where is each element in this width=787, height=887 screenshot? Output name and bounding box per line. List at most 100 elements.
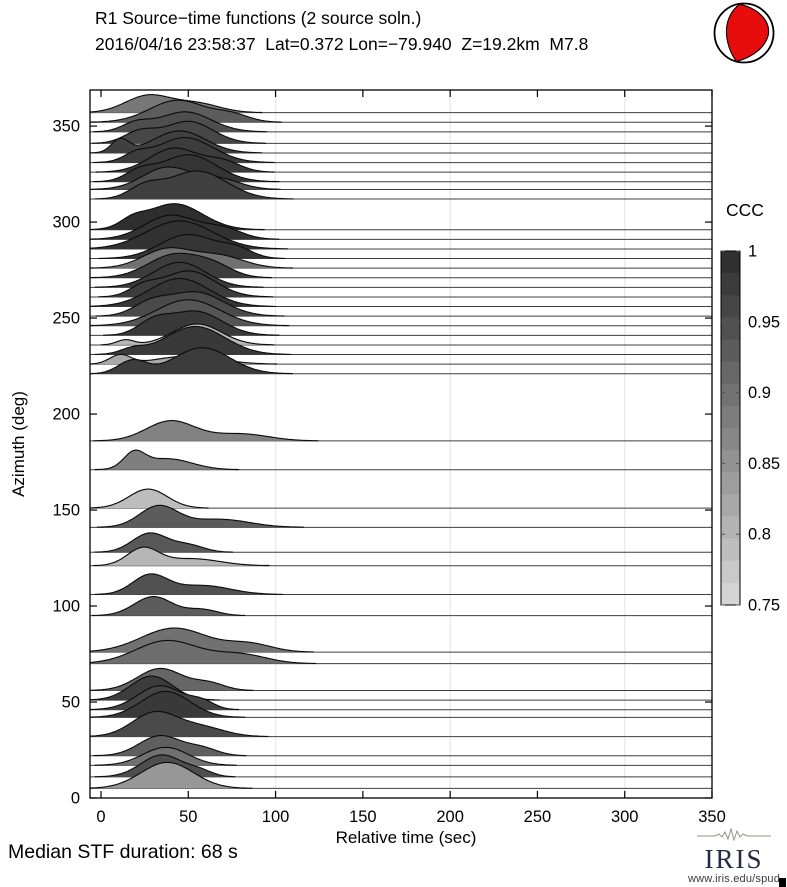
page-subtitle: 2016/04/16 23:58:37 Lat=0.372 Lon=−79.94… <box>95 34 589 54</box>
stf-trace-fill <box>94 573 284 595</box>
stf-trace-fill <box>94 532 234 553</box>
colorbar-tick-label: 0.8 <box>748 526 771 544</box>
iris-url: www.iris.edu/spud <box>688 873 781 885</box>
y-tick-label: 150 <box>52 502 80 520</box>
colorbar-segment <box>721 538 740 562</box>
stf-trace-outline <box>90 685 240 711</box>
stf-trace-fill <box>93 547 270 566</box>
stf-trace-outline <box>94 532 234 553</box>
stf-trace-outline <box>94 449 240 471</box>
y-tick-label: 250 <box>52 310 80 328</box>
stf-trace-outline <box>94 170 295 200</box>
y-tick-label: 300 <box>52 214 80 232</box>
stf-trace-outline <box>90 347 293 375</box>
stf-trace-fill <box>97 505 304 528</box>
colorbar-segment <box>721 317 740 340</box>
stf-trace-fill <box>90 640 317 664</box>
colorbar-segment <box>721 383 740 407</box>
stf-trace-outline <box>94 261 264 288</box>
stf-trace-outline <box>90 627 314 653</box>
stf-trace-outline <box>98 233 286 259</box>
stf-trace-outline <box>90 130 263 154</box>
colorbar-tick-label: 0.75 <box>748 597 780 615</box>
x-tick-label: 100 <box>262 808 290 826</box>
colorbar-segment <box>721 405 740 429</box>
colorbar-segment <box>721 516 740 540</box>
colorbar-segment <box>721 273 740 296</box>
gridlines-layer <box>274 90 626 798</box>
stf-trace-outline <box>90 710 269 737</box>
stf-trace-outline <box>93 420 319 442</box>
y-tick-label: 200 <box>52 406 80 424</box>
colorbar-segment <box>721 295 740 318</box>
y-tick-label: 100 <box>52 598 80 616</box>
x-tick-label: 50 <box>179 808 197 826</box>
colorbar-segment <box>721 251 740 274</box>
stf-trace-outline <box>90 220 288 250</box>
stf-trace-fill <box>93 735 247 756</box>
stf-trace-outline <box>90 94 263 114</box>
stf-trace-outline <box>90 203 265 231</box>
stf-trace-outline <box>90 99 282 123</box>
stf-trace-outline <box>90 252 273 279</box>
colorbar-border <box>720 250 741 606</box>
stf-trace-outline <box>95 291 285 317</box>
stf-trace-outline <box>90 488 209 509</box>
x-tick-label: 250 <box>524 808 552 826</box>
page-title: R1 Source−time functions (2 source soln.… <box>95 8 422 28</box>
x-tick-label: 0 <box>96 808 105 826</box>
stf-trace-fill <box>90 100 282 123</box>
colorbar-tick-label: 0.85 <box>748 455 780 473</box>
stf-trace-outline <box>90 247 293 269</box>
stf-trace-outline <box>95 147 275 173</box>
colorbar-segment <box>721 560 740 584</box>
stf-trace-outline <box>98 270 274 298</box>
stf-trace-outline <box>90 214 280 240</box>
colorbar-segment <box>721 472 740 495</box>
stf-trace-outline <box>96 504 304 528</box>
stf-trace-fill <box>94 450 240 470</box>
screen-corner-mark <box>779 878 786 887</box>
iris-logo: IRIS www.iris.edu/spud <box>688 827 781 885</box>
colorbar-segment <box>721 361 740 385</box>
stf-trace-outline <box>94 754 236 778</box>
x-tick-label: 300 <box>611 808 639 826</box>
y-tick-label: 50 <box>62 694 80 712</box>
stf-trace-fill <box>93 154 280 182</box>
traces-layer <box>90 94 712 789</box>
stf-trace-fill <box>94 171 295 199</box>
median-stf-text: Median STF duration: 68 s <box>8 841 238 863</box>
colorbar-segment <box>721 450 740 473</box>
stf-trace-outline <box>90 761 253 789</box>
stf-trace-fill <box>98 234 286 259</box>
stf-trace-outline <box>90 277 276 307</box>
stf-trace-fill <box>90 489 209 509</box>
stf-trace-outline <box>90 166 281 190</box>
colorbar-tick-label: 0.9 <box>748 384 771 402</box>
stf-trace-outline <box>94 325 292 355</box>
y-tick-label: 0 <box>71 790 80 808</box>
stf-trace-outline <box>93 111 268 133</box>
stf-trace-outline <box>90 690 246 718</box>
stf-trace-fill <box>90 762 253 789</box>
colorbar-title: CCC <box>726 200 764 220</box>
stf-trace-outline <box>93 137 275 163</box>
colorbar-tick-label: 1 <box>748 243 757 261</box>
colorbar-segment <box>721 494 740 517</box>
stf-trace-outline <box>91 596 246 617</box>
beachball-compression-lobe <box>725 3 770 63</box>
colorbar-segment <box>721 339 740 363</box>
stf-trace-outline <box>102 310 280 336</box>
stf-trace-outline <box>93 154 280 183</box>
xaxis-label: Relative time (sec) <box>336 828 477 847</box>
stf-trace-fill <box>94 326 292 355</box>
axes-frame-layer: 0 50 100 150 200 250 300 350 0 50 100 150 200 250 300 3… <box>52 89 726 826</box>
stf-trace-outline <box>91 120 266 144</box>
stf-trace-outline <box>90 667 254 691</box>
iris-wordmark: IRIS <box>704 844 764 874</box>
y-tick-label: 350 <box>52 118 80 136</box>
colorbar-segment <box>721 582 740 606</box>
stf-trace-outline <box>94 746 237 766</box>
